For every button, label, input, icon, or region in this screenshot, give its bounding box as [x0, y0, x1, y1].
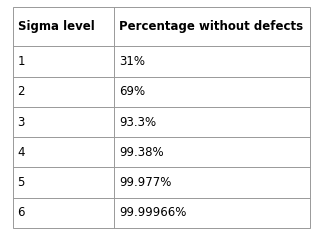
Text: 31%: 31% — [119, 55, 145, 68]
Text: 93.3%: 93.3% — [119, 116, 156, 129]
Text: 4: 4 — [18, 146, 25, 159]
Text: 99.38%: 99.38% — [119, 146, 164, 159]
Text: 3: 3 — [18, 116, 25, 129]
Text: 2: 2 — [18, 85, 25, 98]
Text: 5: 5 — [18, 176, 25, 189]
Text: 99.99966%: 99.99966% — [119, 206, 186, 219]
Text: 6: 6 — [18, 206, 25, 219]
Text: 69%: 69% — [119, 85, 145, 98]
Text: Percentage without defects: Percentage without defects — [119, 20, 303, 33]
Text: 99.977%: 99.977% — [119, 176, 171, 189]
Text: 1: 1 — [18, 55, 25, 68]
Text: Sigma level: Sigma level — [18, 20, 94, 33]
